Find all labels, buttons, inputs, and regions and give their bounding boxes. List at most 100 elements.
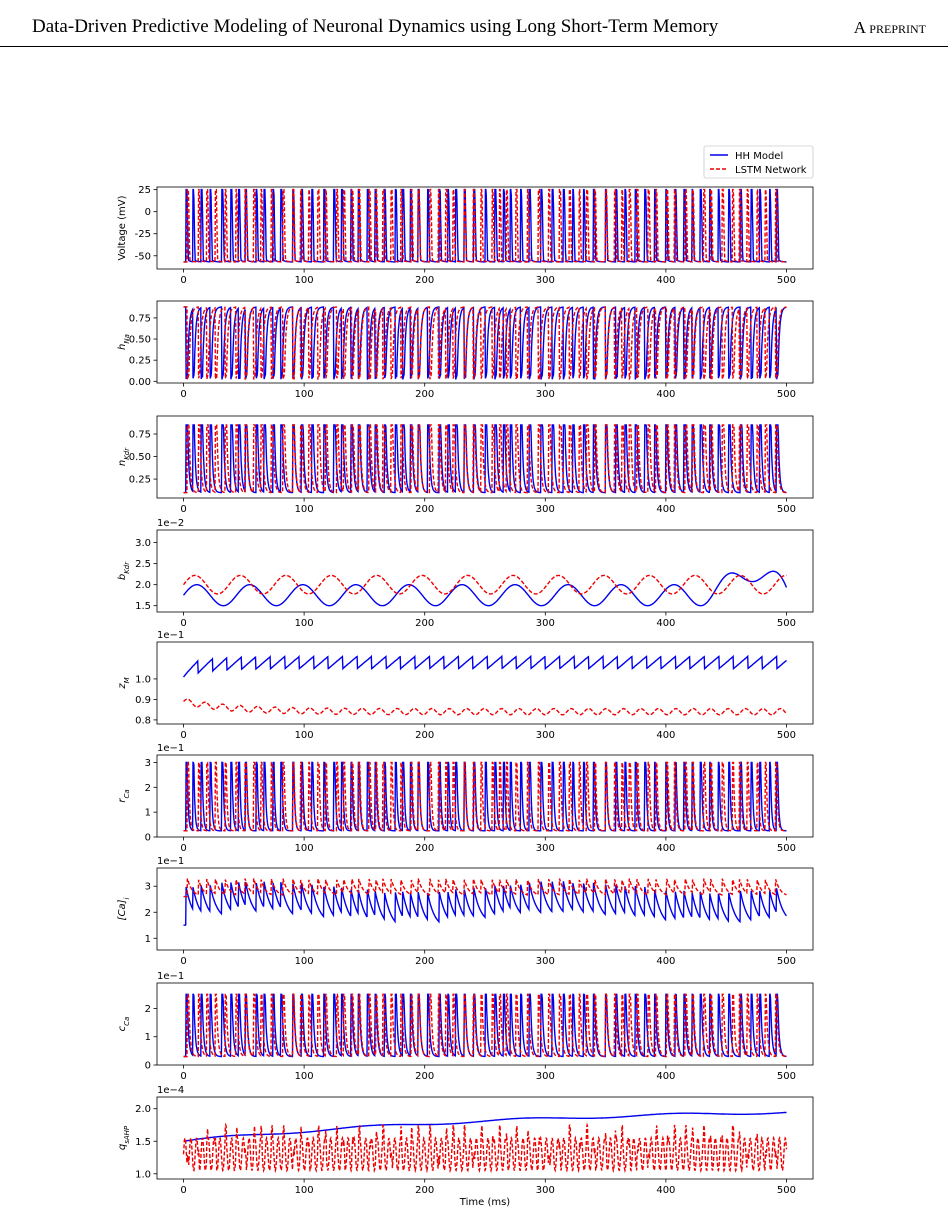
y-tick-label: 1.5: [135, 1137, 151, 1148]
y-tick-label: 0.50: [129, 335, 151, 346]
axes-frame: [156, 754, 814, 838]
series-line-hh: [183, 570, 788, 607]
y-tick-label: 1.0: [135, 1169, 151, 1180]
x-tick-label: 400: [656, 956, 675, 967]
running-title: Data-Driven Predictive Modeling of Neuro…: [32, 16, 719, 37]
series-line-hh: [183, 993, 787, 1058]
series-line-hh: [183, 188, 787, 264]
x-tick-label: 400: [656, 504, 675, 515]
x-tick-label: 100: [295, 504, 314, 515]
y-axis-label: bKdr: [117, 561, 131, 580]
x-tick-label: 400: [656, 843, 675, 854]
series-line-hh: [183, 761, 787, 832]
x-tick-label: 500: [777, 843, 796, 854]
x-tick-label: 0: [180, 956, 186, 967]
y-tick-label: 0.75: [129, 430, 151, 441]
axes-frame: [156, 529, 814, 613]
series-line-lstm: [183, 761, 787, 832]
y-tick-label: 2: [145, 1004, 151, 1015]
panel-2: 0 100 200 300 400 500 0.75 0.50 0.25 0.00 hNa: [117, 300, 814, 400]
x-tick-label: 200: [415, 389, 434, 400]
y-tick-label: 0.00: [129, 377, 151, 388]
x-tick-label: 300: [536, 389, 555, 400]
x-tick-label: 300: [536, 1071, 555, 1082]
y-tick-label: 2: [145, 783, 151, 794]
series-line-hh: [183, 881, 787, 926]
axes-frame: [156, 415, 814, 499]
x-tick-label: 400: [656, 389, 675, 400]
axis-multiplier: 1e−1: [157, 971, 184, 982]
x-tick-label: 400: [656, 618, 675, 629]
axis-multiplier: 1e−1: [157, 630, 184, 641]
y-tick-label: 0.25: [129, 356, 151, 367]
legend-box: [703, 145, 814, 179]
y-axis-label: rCa: [117, 789, 131, 802]
axis-multiplier: 1e−1: [157, 743, 184, 754]
series-line-lstm: [183, 878, 787, 898]
y-tick-label: 1.5: [135, 601, 151, 612]
y-tick-label: 2.5: [135, 559, 151, 570]
x-tick-label: 300: [536, 956, 555, 967]
y-tick-label: 25: [138, 185, 151, 196]
series-line-hh: [183, 306, 787, 380]
panel-5: 0 100 200 300 400 500 1.0 0.9 0.8 1e−1 zM: [117, 630, 814, 741]
series-line-lstm: [183, 698, 787, 716]
legend: HH Model LSTM Network: [703, 145, 814, 179]
y-tick-label: 2.0: [135, 580, 151, 591]
panel-3: 0 100 200 300 400 500 0.75 0.50 0.25 nKdr: [117, 415, 814, 515]
x-tick-label: 500: [777, 275, 796, 286]
y-tick-label: 0: [145, 207, 151, 218]
y-tick-label: -50: [135, 251, 151, 262]
x-tick-label: 500: [777, 389, 796, 400]
x-tick-label: 100: [295, 1071, 314, 1082]
y-tick-label: 0: [145, 1061, 151, 1072]
series-line-lstm: [182, 574, 787, 595]
x-tick-label: 100: [295, 843, 314, 854]
y-tick-label: 3: [145, 882, 151, 893]
series-line-lstm: [183, 306, 787, 380]
panel-8: 0 100 200 300 400 500 2 1 0 1e−1 cCa: [117, 971, 814, 1082]
x-tick-label: 100: [295, 275, 314, 286]
x-tick-label: 0: [180, 389, 186, 400]
legend-label-lstm: LSTM Network: [735, 165, 807, 176]
preprint-tag: A preprint: [853, 18, 926, 37]
x-tick-label: 300: [536, 504, 555, 515]
series-line-lstm: [183, 993, 787, 1058]
axes-frame: [156, 186, 814, 270]
x-tick-label: 0: [180, 730, 186, 741]
y-tick-label: 3.0: [135, 538, 151, 549]
x-tick-label: 500: [777, 730, 796, 741]
y-tick-label: 2.0: [135, 1104, 151, 1115]
axes-frame: [156, 641, 814, 725]
x-tick-label: 300: [536, 1185, 555, 1196]
axes-frame: [156, 1096, 814, 1180]
x-axis-label: Time (ms): [459, 1197, 511, 1208]
x-tick-label: 200: [415, 275, 434, 286]
y-tick-label: 0.8: [135, 715, 151, 726]
x-tick-label: 0: [180, 275, 186, 286]
x-tick-label: 200: [415, 843, 434, 854]
x-tick-label: 500: [777, 956, 796, 967]
x-tick-label: 0: [180, 1071, 186, 1082]
x-tick-label: 300: [536, 843, 555, 854]
y-axis-label: Voltage (mV): [117, 195, 128, 260]
axis-multiplier: 1e−2: [157, 518, 184, 529]
axes-frame: [156, 867, 814, 951]
x-tick-label: 100: [295, 1185, 314, 1196]
panel-6: 0 100 200 300 400 500 3 2 1 0 1e−1 rCa: [117, 743, 814, 854]
x-tick-label: 0: [180, 618, 186, 629]
x-tick-label: 200: [415, 618, 434, 629]
series-line-hh: [183, 1111, 787, 1142]
axes-frame: [156, 982, 814, 1066]
x-tick-label: 400: [656, 730, 675, 741]
y-tick-label: 0.75: [129, 313, 151, 324]
x-tick-label: 300: [536, 618, 555, 629]
y-axis-label: nKdr: [117, 447, 131, 466]
x-tick-label: 300: [536, 730, 555, 741]
x-tick-label: 200: [415, 730, 434, 741]
x-tick-label: 400: [656, 1185, 675, 1196]
x-tick-label: 400: [656, 275, 675, 286]
series-line-lstm: [182, 1122, 788, 1174]
panel-1: 0 100 200 300 400 500 25 0 -25 -50 Voltage (mV): [117, 185, 814, 286]
